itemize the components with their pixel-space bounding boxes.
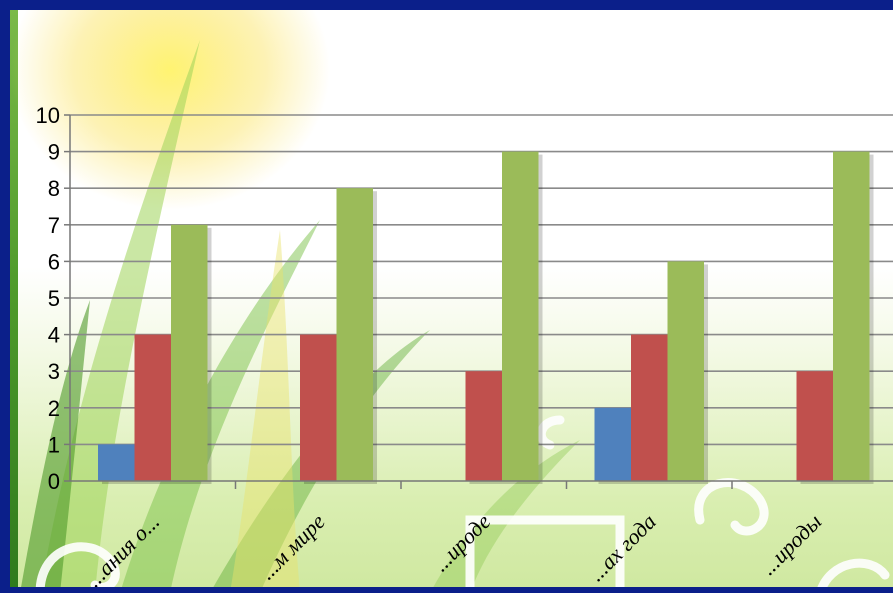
grass-blade bbox=[20, 300, 90, 593]
y-tick-label: 9 bbox=[48, 140, 60, 165]
x-tick-labels: ...ания о... ...м мире ...ироде ...ах года.… bbox=[81, 509, 826, 592]
x-tick-label: ...ах года bbox=[584, 509, 661, 586]
x-tick-label: ...ания о... bbox=[81, 509, 164, 592]
bar-1-2 bbox=[336, 188, 373, 481]
y-tick-label: 8 bbox=[48, 176, 60, 201]
y-tick-label: 10 bbox=[36, 103, 60, 128]
y-tick-label: 1 bbox=[48, 432, 60, 457]
y-tick-label: 4 bbox=[48, 323, 60, 348]
bar-0-1 bbox=[134, 334, 171, 481]
bar-4-1 bbox=[796, 371, 833, 481]
x-tick-label: ...м мире bbox=[254, 509, 330, 585]
grass-blade bbox=[40, 40, 200, 593]
bar-3-1 bbox=[631, 334, 668, 481]
x-tick-label: ...ироды bbox=[755, 509, 826, 580]
y-tick-label: 5 bbox=[48, 286, 60, 311]
x-tick-label: ...ироде bbox=[428, 509, 496, 577]
bar-2-1 bbox=[465, 371, 502, 481]
swirl-ornament bbox=[35, 415, 890, 593]
y-tick-label: 0 bbox=[48, 469, 60, 494]
y-tick-label: 6 bbox=[48, 249, 60, 274]
bar-3-2 bbox=[667, 261, 704, 481]
grass-blade bbox=[230, 230, 300, 593]
y-tick-label: 2 bbox=[48, 396, 60, 421]
bars bbox=[98, 151, 874, 485]
axes bbox=[64, 114, 893, 489]
bar-4-2 bbox=[833, 151, 870, 481]
y-tick-label: 3 bbox=[48, 359, 60, 384]
grass-blade bbox=[120, 220, 320, 593]
y-tick-label: 7 bbox=[48, 213, 60, 238]
bar-2-2 bbox=[502, 151, 539, 481]
bar-1-1 bbox=[300, 334, 337, 481]
bar-0-0 bbox=[98, 444, 135, 481]
bar-0-2 bbox=[171, 224, 208, 482]
y-tick-labels: 0 1 2 3 4 5 6 7 8 9 10 bbox=[36, 103, 60, 494]
sun-glow bbox=[10, 0, 330, 210]
bar-3-0 bbox=[594, 407, 631, 481]
